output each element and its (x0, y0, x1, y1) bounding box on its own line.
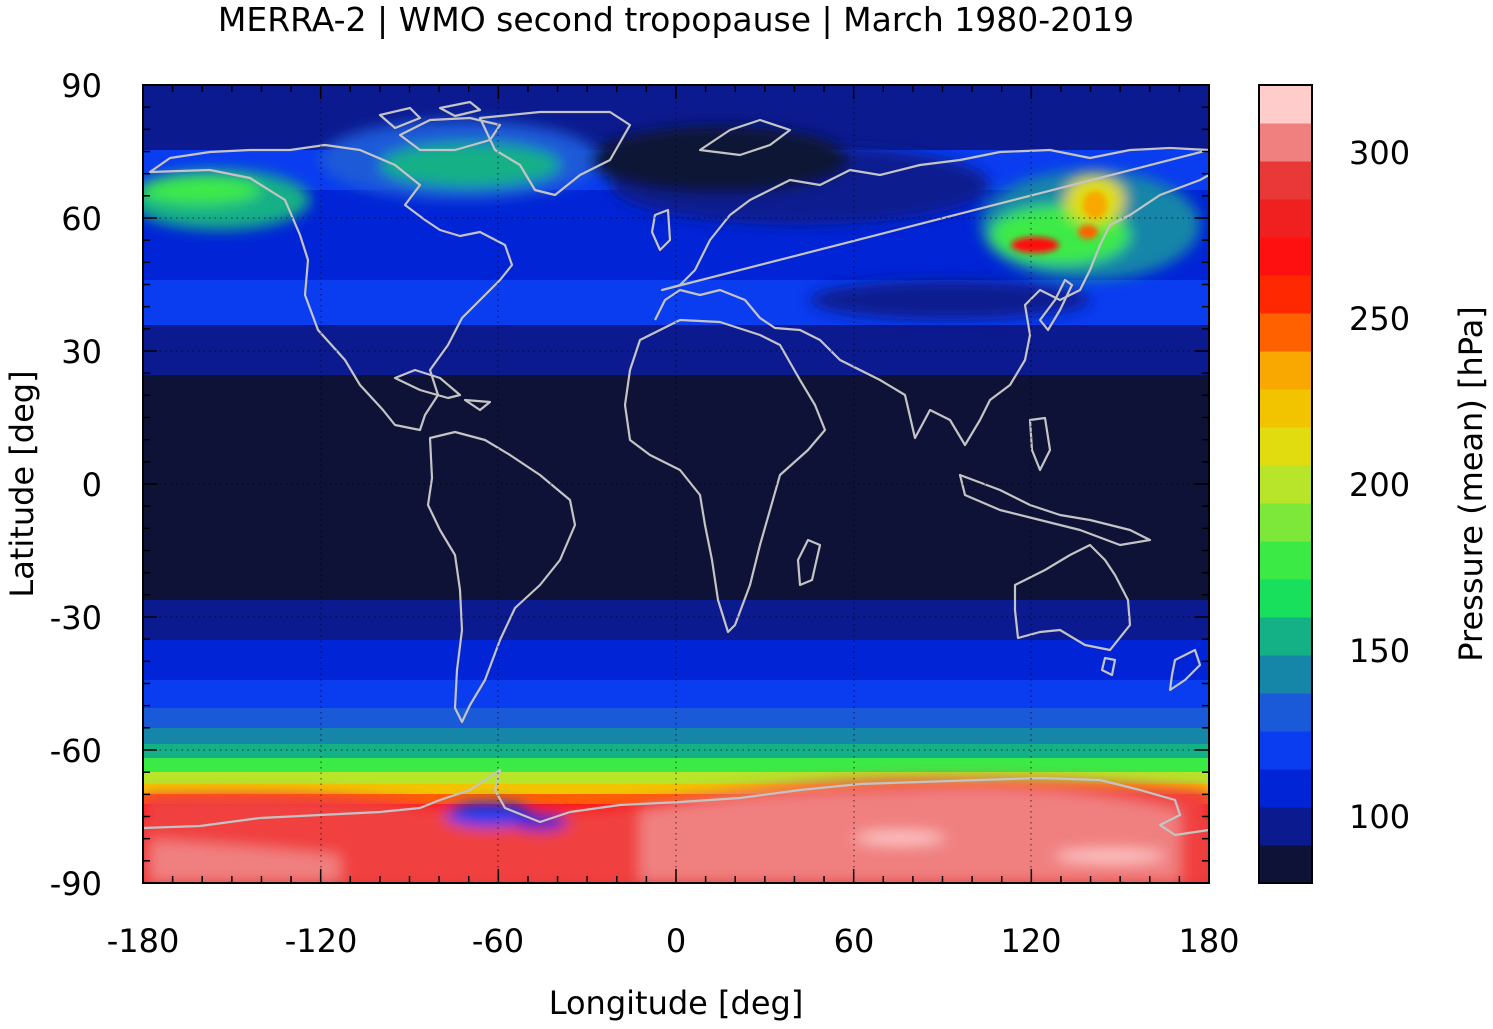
colorbar-swatch (1259, 769, 1312, 808)
colorbar-swatch (1259, 351, 1312, 390)
colorbar-swatch (1259, 693, 1312, 732)
heatmap-field (143, 85, 1209, 883)
coast-eurasia (654, 146, 1209, 447)
colorbar-tick-label: 300 (1349, 134, 1410, 172)
coast-australia (1013, 543, 1132, 652)
colorbar-swatch (1259, 85, 1312, 124)
colorbar-swatch (1259, 161, 1312, 200)
colorbar (1259, 85, 1312, 884)
axis-ticks (142, 84, 1312, 884)
x-tick-label: 120 (1000, 922, 1061, 960)
y-tick-label: 0 (82, 466, 102, 504)
colorbar-swatch (1259, 123, 1312, 162)
y-tick-label: 30 (61, 333, 102, 371)
y-tick-label: -30 (50, 599, 102, 637)
x-tick-label: -120 (285, 922, 358, 960)
colorbar-label: Pressure (mean) [hPa] (1452, 306, 1490, 661)
coast-south-america (426, 430, 577, 724)
colorbar-tick-labels: 300 250 200 150 100 (1349, 134, 1410, 836)
colorbar-swatch (1259, 617, 1312, 656)
colorbar-tick-label: 150 (1349, 632, 1410, 670)
colorbar-swatch (1259, 389, 1312, 428)
colorbar-swatch (1259, 465, 1312, 504)
colorbar-swatch (1259, 275, 1312, 314)
colorbar-swatch (1259, 731, 1312, 770)
y-tick-label: 90 (61, 67, 102, 105)
colorbar-swatch (1259, 655, 1312, 694)
coast-north-america (148, 143, 514, 432)
colorbar-swatch (1259, 579, 1312, 618)
colorbar-tick-label: 250 (1349, 300, 1410, 338)
colorbar-swatch (1259, 503, 1312, 542)
y-tick-label: -60 (50, 732, 102, 770)
y-tick-label: -90 (50, 865, 102, 903)
coast-africa (623, 318, 827, 634)
colorbar-swatch (1259, 845, 1312, 884)
band-south-62 (143, 728, 1209, 746)
colorbar-swatch (1259, 541, 1312, 580)
coastlines (143, 100, 1209, 837)
colorbar-swatch (1259, 313, 1312, 352)
x-tick-label: -60 (472, 922, 524, 960)
coast-antarctica (143, 768, 1209, 837)
colorbar-tick-label: 100 (1349, 798, 1410, 836)
y-axis-label: Latitude [deg] (3, 370, 41, 597)
colorbar-frame (1258, 84, 1313, 884)
x-tick-label: 0 (666, 922, 686, 960)
band-tropics (143, 375, 1209, 605)
x-tick-label: 60 (834, 922, 875, 960)
colorbar-swatch (1259, 807, 1312, 846)
colorbar-tick-label: 200 (1349, 466, 1410, 504)
x-tick-labels: -180 -120 -60 0 60 120 180 (107, 922, 1240, 960)
grid-lines (143, 85, 1209, 883)
chart-title: MERRA-2 | WMO second tropopause | March … (218, 0, 1134, 39)
x-tick-label: -180 (107, 922, 180, 960)
colorbar-swatch (1259, 237, 1312, 276)
x-tick-label: 180 (1178, 922, 1239, 960)
y-tick-labels: 90 60 30 0 -30 -60 -90 (50, 67, 102, 903)
band-south-66 (143, 758, 1209, 774)
colorbar-swatch (1259, 427, 1312, 466)
x-axis-label: Longitude [deg] (549, 984, 804, 1022)
colorbar-swatch (1259, 199, 1312, 238)
y-tick-label: 60 (61, 200, 102, 238)
